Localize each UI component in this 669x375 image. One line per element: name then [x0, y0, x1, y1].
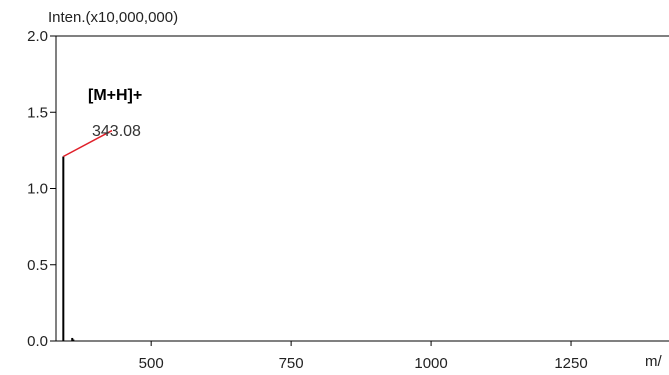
x-tick-label: 1250 [554, 355, 587, 372]
annotation-leader-line [62, 129, 113, 158]
y-tick-label: 2.0 [27, 28, 48, 45]
plot-frame [55, 35, 669, 342]
x-tick-label: 500 [139, 355, 164, 372]
y-axis-title: Inten.(x10,000,000) [48, 9, 178, 26]
peak-annotations: [M+H]+ 343.08 [62, 87, 142, 158]
x-axis-title: m/ [645, 353, 662, 370]
y-tick-label: 1.0 [27, 181, 48, 198]
x-tick-label: 1000 [414, 355, 447, 372]
y-tick-label: 0.5 [27, 257, 48, 274]
annotation-label: [M+H]+ [88, 87, 142, 104]
x-tick-label: 750 [279, 355, 304, 372]
y-tick-label: 0.0 [27, 333, 48, 350]
x-axis-ticks: 500 750 1000 1250 [139, 341, 588, 372]
peak-series [62, 156, 75, 341]
annotation-value: 343.08 [92, 123, 141, 140]
y-tick-label: 1.5 [27, 104, 48, 121]
y-axis-ticks: 0.0 0.5 1.0 1.5 2.0 [27, 28, 56, 350]
